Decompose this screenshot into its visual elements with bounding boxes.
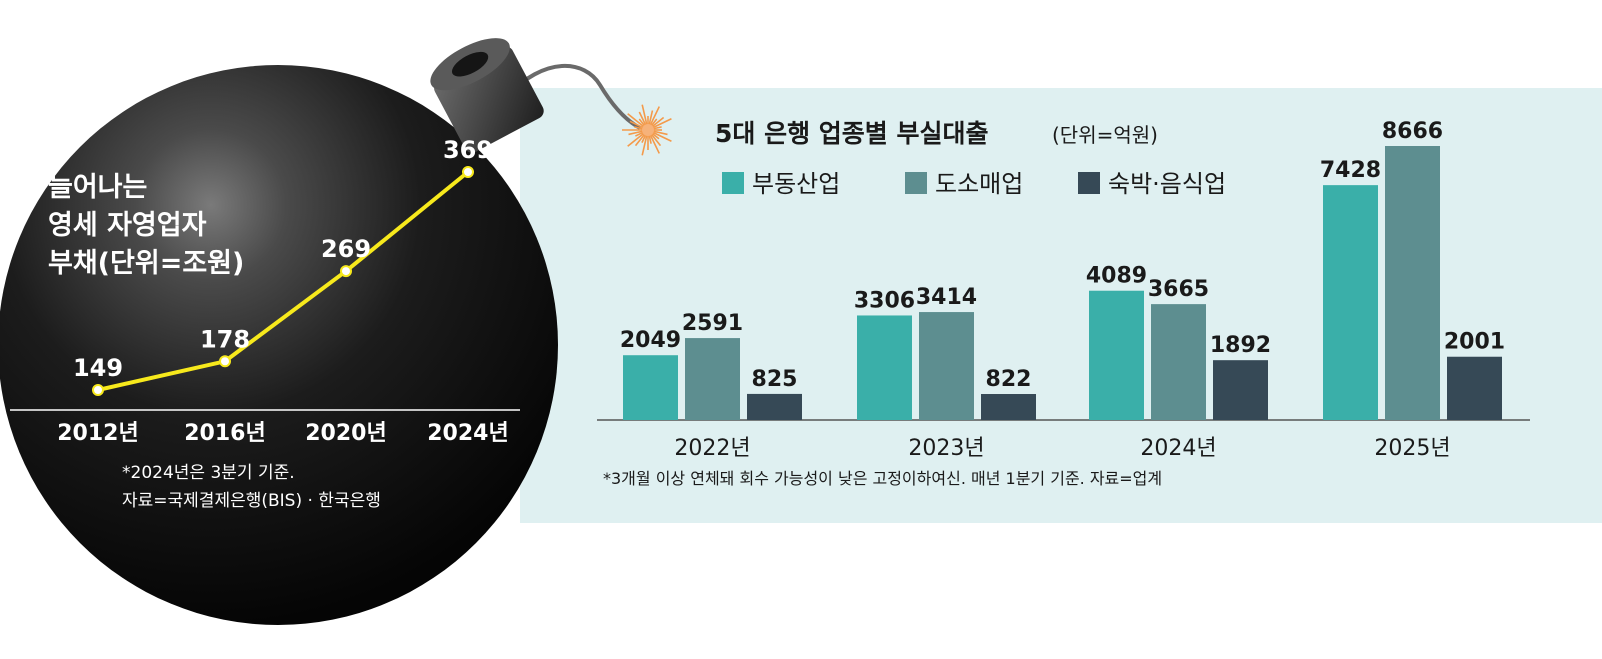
bar-value-label: 3414 [916, 285, 977, 310]
bar-value-label: 2049 [620, 328, 681, 353]
bar-value-label: 7428 [1320, 158, 1381, 183]
line-x-tick-label: 2024년 [427, 421, 508, 446]
line-chart: 늘어나는 영세 자영업자 부채(단위=조원) 149 2012년 178 2016년 2… [10, 136, 520, 511]
legend-swatch [722, 172, 744, 194]
bar [623, 355, 678, 420]
legend-swatch [905, 172, 927, 194]
bar [1089, 290, 1144, 420]
line-chart-note-2: 자료=국제결제은행(BIS) · 한국은행 [122, 491, 381, 511]
bar [747, 393, 802, 420]
bar-value-label: 8666 [1382, 119, 1443, 144]
bar-value-label: 3665 [1148, 277, 1209, 302]
bar-value-label: 4089 [1086, 264, 1147, 289]
line-value-label: 178 [200, 325, 250, 353]
bar [1213, 360, 1268, 420]
legend-swatch [1078, 172, 1100, 194]
line-value-label: 269 [321, 235, 371, 263]
bar [1151, 304, 1206, 420]
line-value-label: 369 [443, 136, 493, 164]
bar [981, 394, 1036, 420]
line-chart-title-line-1: 늘어나는 [48, 172, 147, 203]
bar [1385, 146, 1440, 420]
bar-value-label: 2001 [1444, 330, 1505, 355]
line-x-tick-label: 2020년 [305, 421, 386, 446]
bar-chart-unit: (단위=억원) [1052, 123, 1158, 147]
bar-x-tick-label: 2025년 [1374, 436, 1450, 461]
line-point [462, 166, 474, 178]
bar-chart-title: 5대 은행 업종별 부실대출 [715, 119, 989, 148]
bomb-body [0, 65, 558, 625]
bar [857, 315, 912, 420]
line-point [340, 265, 352, 278]
bar-x-tick-label: 2023년 [908, 436, 984, 461]
line-series [97, 170, 470, 392]
bar-chart-note: *3개월 이상 연체돼 회수 가능성이 낮은 고정이하여신. 매년 1분기 기준… [603, 469, 1162, 488]
line-chart-title-line-2: 영세 자영업자 [48, 210, 207, 241]
bar-chart: 5대 은행 업종별 부실대출 (단위=억원) 부동산업 도소매업 숙박·음식업 20… [597, 119, 1530, 488]
bar-value-label: 822 [986, 367, 1032, 392]
bar-value-label: 825 [752, 367, 798, 392]
bar [685, 338, 740, 420]
line-chart-title-line-3: 부채(단위=조원) [48, 248, 244, 279]
spark-icon [622, 104, 672, 156]
legend-label: 부동산업 [752, 170, 840, 198]
bar-value-label: 1892 [1210, 333, 1271, 358]
line-x-tick-label: 2016년 [184, 421, 265, 446]
bar-value-label: 3306 [854, 288, 915, 313]
bar-value-label: 2591 [682, 311, 743, 336]
fuse-icon [503, 64, 641, 130]
line-chart-note-1: *2024년은 3분기 기준. [122, 463, 295, 483]
line-x-tick-label: 2012년 [57, 421, 138, 446]
bar [1323, 185, 1378, 420]
legend-label: 숙박·음식업 [1108, 170, 1226, 198]
bomb-cap [430, 38, 544, 153]
bar-x-tick-label: 2022년 [674, 436, 750, 461]
bar-x-tick-label: 2024년 [1140, 436, 1216, 461]
line-point [219, 355, 231, 368]
legend-label: 도소매업 [935, 170, 1023, 198]
bar [1447, 356, 1502, 420]
line-value-label: 149 [73, 354, 123, 382]
bar [919, 312, 974, 420]
line-point [92, 384, 104, 396]
